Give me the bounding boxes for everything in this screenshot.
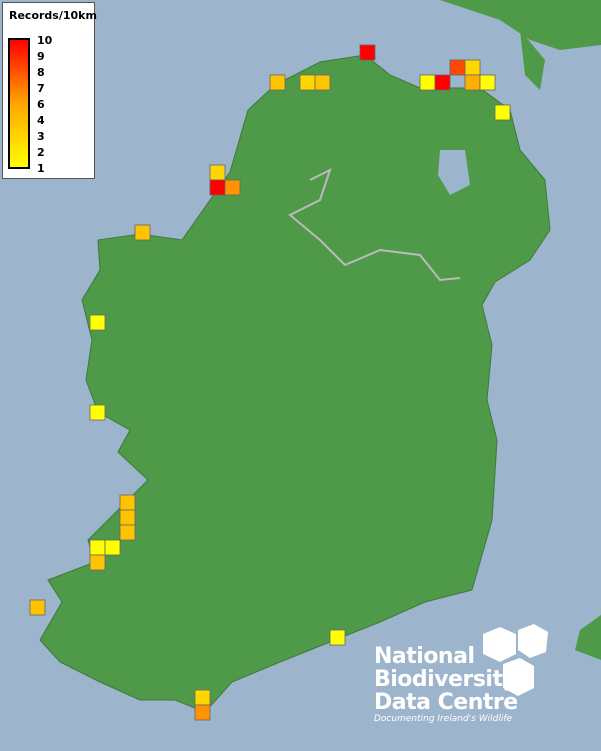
- legend-tick: 7: [37, 82, 45, 95]
- record-square: [89, 314, 106, 331]
- legend-tick: 1: [37, 162, 45, 175]
- record-square: [119, 524, 136, 541]
- logo-hexagons-icon: [483, 624, 548, 696]
- border-line: [288, 168, 461, 282]
- legend-tick: 6: [37, 98, 45, 111]
- lough-neagh: [438, 150, 470, 195]
- legend-tick: 9: [37, 50, 45, 63]
- record-square: [89, 404, 106, 421]
- legend: Records/10km 10 9 8 7 6 4 3 2 1: [2, 2, 97, 179]
- record-square: [419, 74, 436, 91]
- logo-line-3: Data Centre: [374, 690, 518, 715]
- record-square: [464, 74, 481, 91]
- scotland-landmass: [440, 0, 601, 90]
- record-square: [269, 74, 286, 91]
- record-square: [494, 104, 511, 121]
- record-square: [119, 494, 136, 511]
- record-square: [29, 599, 46, 616]
- legend-tick: 10: [37, 34, 53, 47]
- record-square: [209, 179, 226, 196]
- record-squares: [29, 44, 511, 721]
- logo-line-1: National: [374, 644, 475, 669]
- legend-title: Records/10km: [9, 9, 97, 22]
- logo-tagline: Documenting Ireland's Wildlife: [374, 714, 513, 724]
- record-square: [104, 539, 121, 556]
- logo-line-2: Biodiversity: [374, 667, 517, 692]
- legend-tick: 4: [37, 114, 45, 127]
- legend-tick: 8: [37, 66, 45, 79]
- record-square: [449, 59, 466, 76]
- legend-color-ramp: [8, 38, 30, 169]
- record-square: [314, 74, 331, 91]
- record-square: [209, 164, 226, 181]
- record-square: [464, 59, 481, 76]
- record-square: [89, 554, 106, 571]
- record-square: [134, 224, 151, 241]
- record-square: [329, 629, 346, 646]
- record-square: [479, 74, 496, 91]
- record-square: [194, 704, 211, 721]
- record-square: [434, 74, 451, 91]
- legend-tick: 2: [37, 146, 45, 159]
- record-square: [299, 74, 316, 91]
- ireland-landmass: [39, 54, 551, 713]
- legend-tick: 3: [37, 130, 45, 143]
- record-square: [224, 179, 241, 196]
- wales-landmass: [575, 615, 601, 660]
- record-square: [359, 44, 376, 61]
- record-square: [194, 689, 211, 706]
- record-square: [89, 539, 106, 556]
- nbdc-logo: National Biodiversity Data Centre Docume…: [374, 645, 518, 724]
- record-square: [119, 509, 136, 526]
